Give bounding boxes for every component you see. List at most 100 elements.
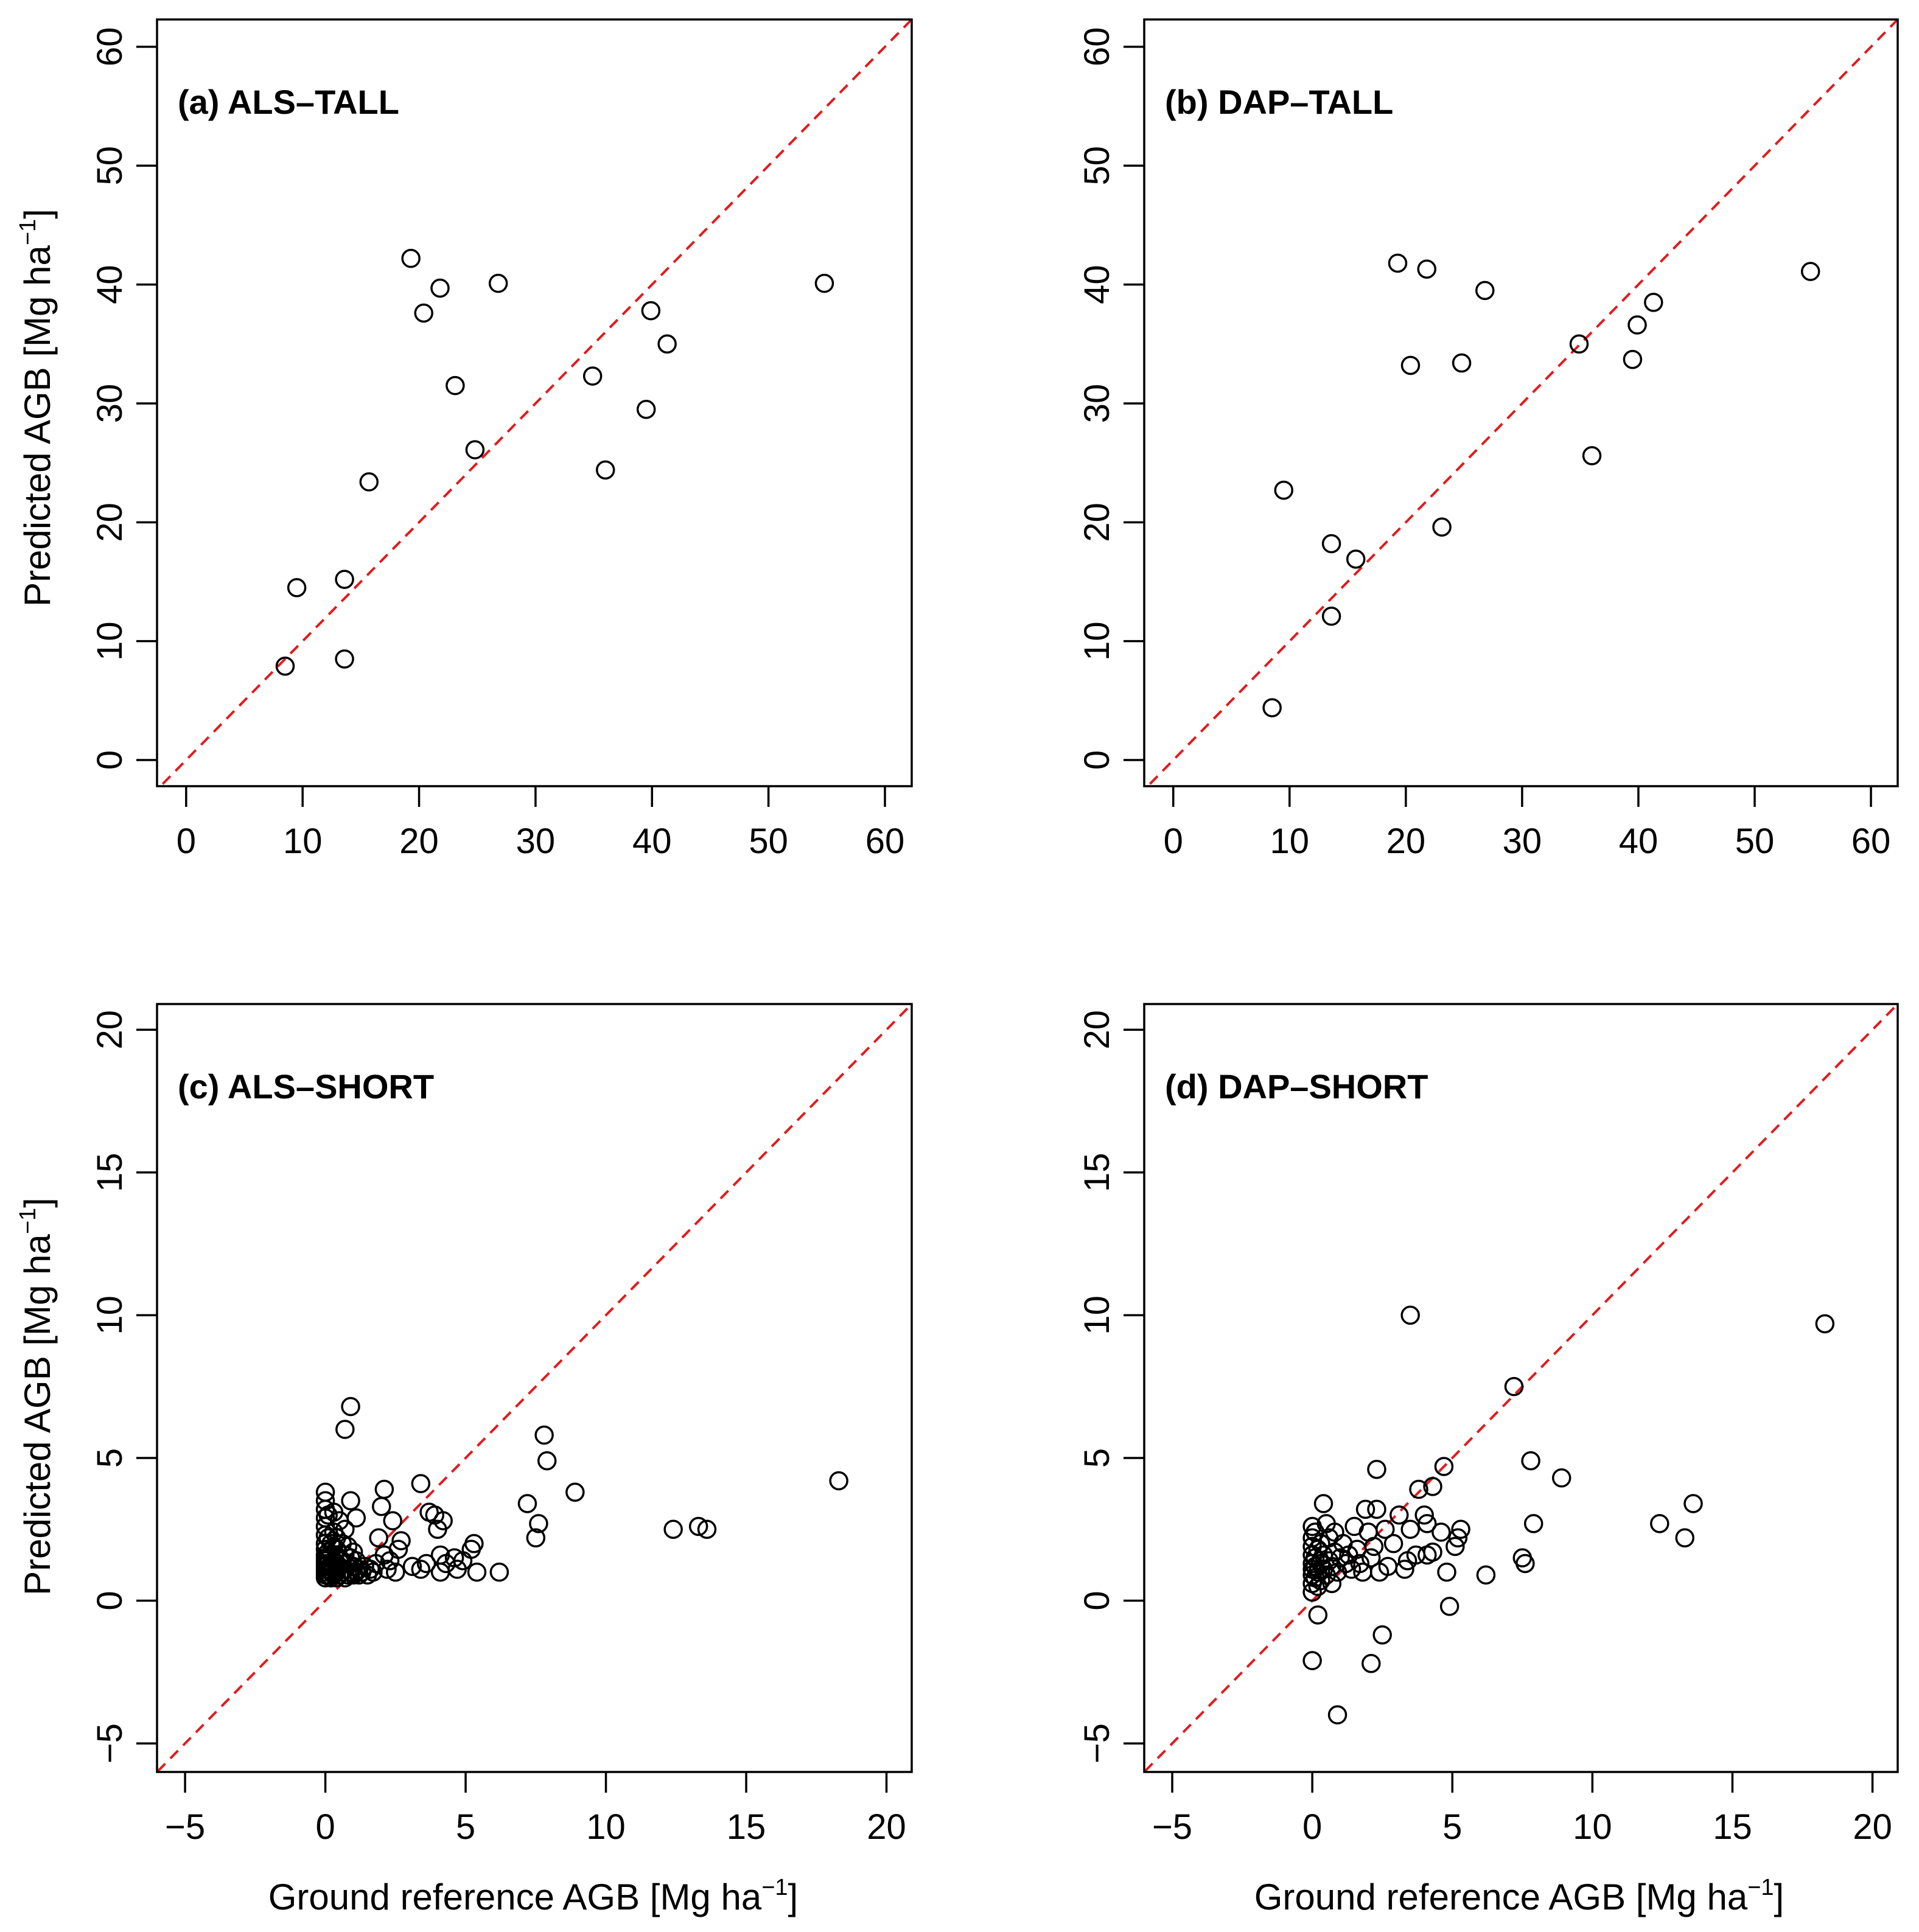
x-tick-label-c: −5: [165, 1807, 205, 1847]
data-point-c: [402, 1557, 422, 1576]
data-point-a: [488, 273, 508, 293]
data-point-d: [1400, 1519, 1420, 1539]
x-tick-label-a: 50: [749, 821, 788, 861]
data-point-a: [335, 649, 354, 669]
data-point-d: [1431, 1522, 1451, 1542]
x-tick-label-c: 10: [586, 1807, 626, 1847]
x-tick-label-a: 30: [516, 821, 556, 861]
data-point-d: [1361, 1548, 1381, 1568]
data-point-c: [688, 1516, 708, 1536]
x-tick-label-a: 0: [177, 821, 196, 861]
data-point-d: [1445, 1536, 1465, 1557]
data-point-b: [1569, 334, 1589, 354]
panel-title-c: (c) ALS–SHORT: [178, 1067, 434, 1106]
x-tick-label-b: 40: [1619, 821, 1659, 861]
data-point-a: [814, 273, 834, 293]
data-point-c: [433, 1511, 453, 1530]
data-point-b: [1346, 549, 1366, 569]
y-tick-label-d: 15: [1077, 1153, 1117, 1193]
data-point-d: [1417, 1514, 1437, 1533]
data-point-d: [1308, 1605, 1328, 1625]
data-point-c: [388, 1540, 408, 1559]
one-to-one-line-d: [1144, 1004, 1898, 1772]
x-tick-label-d: 20: [1853, 1807, 1892, 1847]
data-point-a: [582, 366, 603, 386]
data-point-c: [529, 1514, 548, 1533]
data-point-b: [1321, 534, 1341, 554]
data-point-c: [377, 1560, 397, 1579]
x-axis-title-c: Ground reference AGB [Mg ha−1]: [268, 1875, 798, 1917]
data-point-c: [526, 1528, 546, 1548]
x-tick-label-c: 0: [315, 1807, 335, 1847]
data-point-d: [1383, 1533, 1403, 1554]
data-point-c: [315, 1482, 335, 1502]
x-tick-label-b: 0: [1164, 821, 1183, 861]
y-tick-label-b: 0: [1077, 750, 1117, 770]
data-point-b: [1623, 349, 1643, 369]
data-point-d: [1330, 1548, 1350, 1568]
panel-a: 0 10 20 30 40 50 60 0 10 20 30 40 50 60 (a) ALS–TALL: [90, 18, 913, 861]
y-tick-label-c: −5: [90, 1723, 130, 1763]
data-point-c: [386, 1562, 405, 1582]
y-tick-label-b: 20: [1077, 503, 1117, 542]
y-tick-label-b: 60: [1077, 27, 1117, 67]
data-point-d: [1313, 1494, 1334, 1513]
data-point-d: [1355, 1499, 1375, 1519]
data-point-c: [829, 1471, 848, 1491]
data-point-d: [1504, 1376, 1524, 1397]
data-point-b: [1262, 698, 1282, 717]
x-tick-label-b: 50: [1735, 821, 1775, 861]
data-point-a: [275, 656, 295, 676]
data-point-c: [565, 1482, 585, 1502]
data-point-c: [416, 1554, 436, 1574]
data-point-c: [374, 1479, 394, 1499]
data-point-b: [1417, 259, 1436, 279]
data-point-d: [1336, 1554, 1356, 1574]
data-point-d: [1423, 1477, 1442, 1496]
data-point-a: [359, 472, 379, 492]
data-point-a: [657, 334, 677, 354]
y-axis-title-top: Predicted AGB [Mg ha−1]: [15, 209, 58, 607]
data-point-c: [343, 1543, 363, 1562]
x-tick-label-d: −5: [1152, 1807, 1192, 1847]
data-point-b: [1321, 606, 1341, 626]
data-point-a: [335, 570, 354, 589]
data-point-a: [595, 460, 615, 480]
data-point-a: [465, 440, 485, 459]
data-point-c: [338, 1536, 358, 1557]
data-point-c: [341, 1491, 360, 1511]
data-point-d: [1515, 1554, 1535, 1574]
data-point-b: [1432, 517, 1452, 537]
data-point-b: [1582, 446, 1602, 466]
data-point-d: [1437, 1562, 1456, 1582]
data-point-c: [517, 1494, 537, 1513]
data-point-c: [391, 1531, 411, 1550]
data-point-d: [1675, 1528, 1694, 1548]
y-tick-label-d: −5: [1077, 1723, 1117, 1763]
x-tick-label-b: 60: [1851, 821, 1891, 861]
data-point-c: [335, 1420, 355, 1439]
data-point-a: [287, 578, 307, 598]
panel-b: 0 10 20 30 40 50 60 0 10 20 30 40 50 60 (b) DAP–TALL: [1077, 18, 1899, 861]
data-point-b: [1644, 293, 1663, 312]
data-point-d: [1389, 1505, 1409, 1525]
data-point-d: [1434, 1457, 1454, 1476]
data-point-d: [1439, 1597, 1459, 1616]
y-tick-label-a: 40: [90, 265, 130, 304]
y-tick-label-b: 40: [1077, 265, 1117, 304]
y-tick-label-a: 10: [90, 621, 130, 661]
data-point-c: [489, 1562, 509, 1582]
data-point-c: [444, 1548, 464, 1568]
x-tick-label-a: 40: [632, 821, 672, 861]
data-point-d: [1395, 1560, 1414, 1579]
x-tick-label-d: 15: [1713, 1807, 1752, 1847]
y-tick-label-b: 10: [1077, 621, 1117, 661]
data-point-d: [1476, 1565, 1496, 1585]
y-tick-label-a: 30: [90, 384, 130, 424]
data-point-c: [467, 1562, 487, 1582]
data-point-b: [1452, 353, 1472, 373]
data-point-a: [430, 278, 450, 298]
data-point-c: [537, 1451, 557, 1471]
data-point-d: [1350, 1554, 1370, 1574]
